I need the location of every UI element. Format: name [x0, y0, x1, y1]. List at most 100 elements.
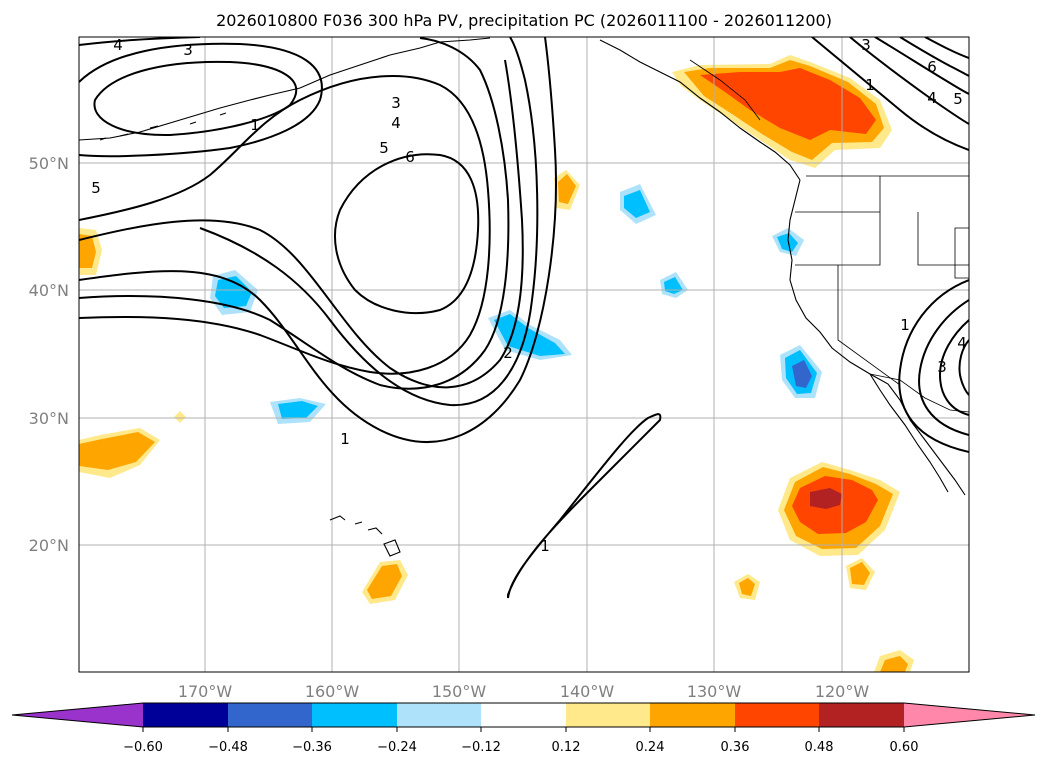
precip-neg-6-mid: [777, 233, 798, 252]
pv-contours: [79, 37, 969, 599]
contour-1-main: [79, 37, 557, 443]
precip-area-small-mid: [739, 578, 755, 596]
chart-title: 2026010800 F036 300 hPa PV, precipitatio…: [216, 11, 832, 30]
contour-1-south: [507, 413, 662, 599]
colorbar-tick-label: −0.48: [208, 740, 248, 755]
coastline-southeast-alaska: [599, 39, 801, 181]
lon-label-160w: 160°W: [305, 682, 360, 701]
gridlines: [79, 37, 969, 672]
lon-label-150w: 150°W: [432, 682, 487, 701]
colorbar-tick-labels: −0.60 −0.48 −0.36 −0.24 −0.12 0.12 0.24 …: [123, 740, 918, 755]
lat-label-50n: 50°N: [29, 154, 69, 173]
contour-6-main: [334, 153, 480, 314]
colorbar-tick-label: 0.48: [805, 740, 834, 755]
contour-label: 4: [957, 334, 967, 352]
colorbar-tick-label: 0.60: [890, 740, 919, 755]
precip-area-pt-mid: [850, 562, 870, 585]
contour-label: 3: [861, 36, 871, 54]
colorbar-tick-label: −0.60: [123, 740, 163, 755]
precip-shading: [79, 55, 914, 672]
contour-label: 3: [937, 358, 947, 376]
contour-label: 5: [379, 139, 389, 157]
coastline-baja: [869, 373, 949, 493]
colorbar-tick-label: 0.12: [552, 740, 581, 755]
borders: [689, 59, 969, 413]
contour-label: 5: [953, 90, 963, 108]
border-states-1: [795, 211, 881, 266]
lat-labels: 50°N 40°N 30°N 20°N: [29, 154, 69, 555]
precip-area-mx-max: [810, 488, 842, 509]
lon-label-120w: 120°W: [815, 682, 870, 701]
colorbar-segment: [819, 703, 904, 727]
colorbar-segment: [481, 703, 566, 727]
contour-ne-4: [899, 37, 969, 77]
contour-label: 4: [391, 114, 401, 132]
contour-label: 1: [540, 537, 550, 555]
colorbar-tick-label: −0.36: [292, 740, 332, 755]
colorbar-segment: [650, 703, 735, 727]
precip-area-sw-mid: [79, 432, 155, 470]
contour-5-main: [79, 75, 491, 375]
colorbar-segment: [228, 703, 312, 727]
contour-label: 5: [91, 179, 101, 197]
colorbar-segment: [143, 703, 228, 727]
contour-3-north: [79, 42, 323, 158]
contour-e-4: [958, 339, 969, 396]
contour-label: 3: [391, 94, 401, 112]
contour-label: 4: [113, 36, 123, 54]
contour-4-main: [79, 37, 510, 390]
colorbar-tick-label: −0.12: [461, 740, 501, 755]
contour-label: 1: [340, 430, 350, 448]
colorbar-segment: [735, 703, 819, 727]
colorbar-tick-label: 0.36: [721, 740, 750, 755]
contour-label: 6: [405, 148, 415, 166]
lon-labels: 170°W 160°W 150°W 140°W 130°W 120°W: [178, 682, 870, 701]
contour-label: 1: [900, 316, 910, 334]
coastline-hawaii: [329, 515, 401, 557]
lon-label-140w: 140°W: [560, 682, 615, 701]
contour-ne-5: [924, 37, 969, 59]
border-mexico: [869, 373, 969, 413]
map-panel: 4 3 1 3 4 5 6 5 1 2 1 6 3 1 4 5 1 4 3: [78, 36, 970, 673]
lat-label-30n: 30°N: [29, 409, 69, 428]
coastlines: [79, 37, 966, 557]
contour-ne-2: [849, 37, 969, 125]
colorbar-extend-low: [12, 703, 143, 727]
lon-label-170w: 170°W: [178, 682, 233, 701]
precip-neg-1-mid: [215, 276, 252, 308]
precip-area-dot: [174, 411, 186, 423]
contour-label: 1: [865, 76, 875, 94]
precip-neg-2-mid: [278, 401, 318, 419]
colorbar-extend-high: [904, 703, 1035, 727]
contour-label: 6: [927, 58, 937, 76]
colorbar-tick-label: −0.24: [377, 740, 417, 755]
precip-area-hawaii-mid: [367, 564, 402, 599]
coastline-alaska: [79, 37, 491, 141]
colorbar-segment: [312, 703, 397, 727]
lat-label-40n: 40°N: [29, 281, 69, 300]
precip-area-bc-high: [700, 68, 876, 140]
precip-area-se-mid: [880, 656, 908, 672]
contour-labels: 4 3 1 3 4 5 6 5 1 2 1 6 3 1 4 5 1 4 3: [91, 36, 967, 555]
precip-area-west-mid: [79, 234, 96, 268]
colorbar: −0.60 −0.48 −0.36 −0.24 −0.12 0.12 0.24 …: [11, 702, 1036, 755]
contour-label: 4: [927, 89, 937, 107]
colorbar-segment: [566, 703, 650, 727]
precip-neg-7-high: [792, 360, 812, 388]
border-states-3: [879, 176, 969, 279]
map-frame: [78, 36, 970, 673]
contour-label: 2: [503, 344, 513, 362]
coastline-aleutians: [99, 112, 227, 141]
lat-label-20n: 20°N: [29, 536, 69, 555]
contour-ne-3: [874, 37, 969, 95]
contour-e-1: [898, 279, 969, 453]
lon-label-130w: 130°W: [687, 682, 742, 701]
precip-neg-4-mid: [624, 190, 650, 218]
colorbar-segment: [397, 703, 481, 727]
contour-label: 3: [183, 41, 193, 59]
colorbar-ticks: [142, 727, 905, 732]
colorbar-tick-label: 0.24: [636, 740, 665, 755]
contour-e-3: [938, 319, 969, 416]
coastline-west-coast: [787, 179, 966, 496]
